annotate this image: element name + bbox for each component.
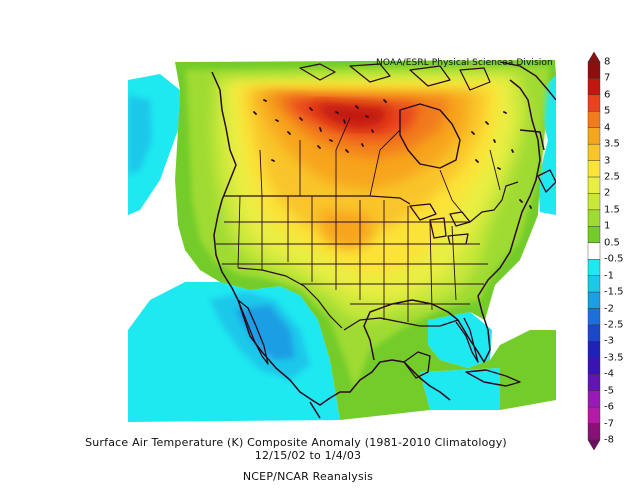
florida-outline — [455, 317, 479, 363]
legend-tick-label: 3.5 — [604, 138, 620, 150]
legend-tick-label: 3 — [604, 155, 611, 167]
legend-cell — [587, 111, 601, 128]
legend-tick-label: -1.5 — [604, 286, 624, 298]
legend-tick-label: -0.5 — [604, 253, 624, 265]
legend-tick-label: 1 — [604, 220, 611, 232]
legend-tick-label: -5 — [604, 385, 614, 397]
arctic-islands-outline — [299, 63, 491, 91]
legend-tick-label: 7 — [604, 72, 611, 84]
legend-tick-label: 8 — [604, 56, 611, 68]
legend-cell — [587, 160, 601, 178]
legend-tick-label: -3.5 — [604, 352, 624, 364]
greenland-outline — [499, 61, 556, 101]
legend-tick-label: 2 — [604, 187, 611, 199]
baja-outline — [237, 299, 269, 365]
yucatan-outline — [403, 351, 431, 379]
caption-dates: 12/15/02 to 1/4/03 — [254, 449, 362, 462]
legend-tick-label: -2.5 — [604, 319, 624, 331]
legend-cell — [587, 275, 601, 293]
legend-cell — [587, 226, 601, 243]
legend-tick-label: 0.5 — [604, 237, 620, 249]
legend-cells — [587, 61, 601, 441]
legend-cell — [587, 324, 601, 342]
us-canada-border — [224, 181, 519, 223]
legend-cell — [587, 308, 601, 326]
legend-tick-label: 4 — [604, 122, 611, 134]
legend-cell — [587, 357, 601, 375]
legend-cell — [587, 374, 601, 391]
legend-cell — [587, 78, 601, 96]
lakes-dots — [253, 99, 532, 209]
legend-arrow-top — [587, 51, 601, 63]
cuba-outline — [465, 369, 521, 387]
state-borders — [216, 195, 488, 322]
legend-tick-label: 5 — [604, 105, 611, 117]
newfoundland-outline — [537, 169, 556, 193]
legend-cell — [587, 176, 601, 194]
legend-cell — [587, 390, 601, 408]
legend-cell — [587, 61, 601, 79]
legend-colorbar — [587, 51, 601, 451]
legend-tick-label: -3 — [604, 335, 614, 347]
great-lakes-outline — [409, 203, 471, 245]
legend-cell — [587, 143, 601, 161]
legend-tick-label: -2 — [604, 303, 614, 315]
legend-tick-label: 2.5 — [604, 171, 620, 183]
legend-cell — [587, 341, 601, 359]
legend-arrow-bottom — [587, 439, 601, 451]
credit-label: NOAA/ESRL Physical Sciencea Division — [376, 58, 553, 68]
legend-cell — [587, 127, 601, 145]
legend-tick-label: -7 — [604, 418, 614, 430]
legend-tick-label: -8 — [604, 434, 614, 446]
anomaly-field — [128, 60, 556, 422]
legend-cell — [587, 259, 601, 276]
legend-cell — [587, 406, 601, 424]
gulf-coast-outline — [343, 317, 459, 331]
legend-tick-label: -1 — [604, 270, 614, 282]
legend-cell — [587, 291, 601, 309]
caption-title: Surface Air Temperature (K) Composite An… — [85, 436, 507, 449]
negative-anomaly-region-west — [128, 74, 340, 422]
map-outlines — [211, 61, 556, 419]
hudson-bay-outline — [399, 103, 461, 169]
legend-tick-label: -4 — [604, 368, 614, 380]
legend-cell — [587, 209, 601, 227]
legend-tick-label: 1.5 — [604, 204, 620, 216]
legend-cell — [587, 193, 601, 211]
legend-tick-label: -6 — [604, 401, 614, 413]
province-borders — [259, 117, 501, 223]
caption-source: NCEP/NCAR Reanalysis — [242, 470, 374, 483]
legend-cell — [587, 94, 601, 112]
legend-tick-label: 6 — [604, 89, 611, 101]
legend-cell — [587, 242, 601, 260]
